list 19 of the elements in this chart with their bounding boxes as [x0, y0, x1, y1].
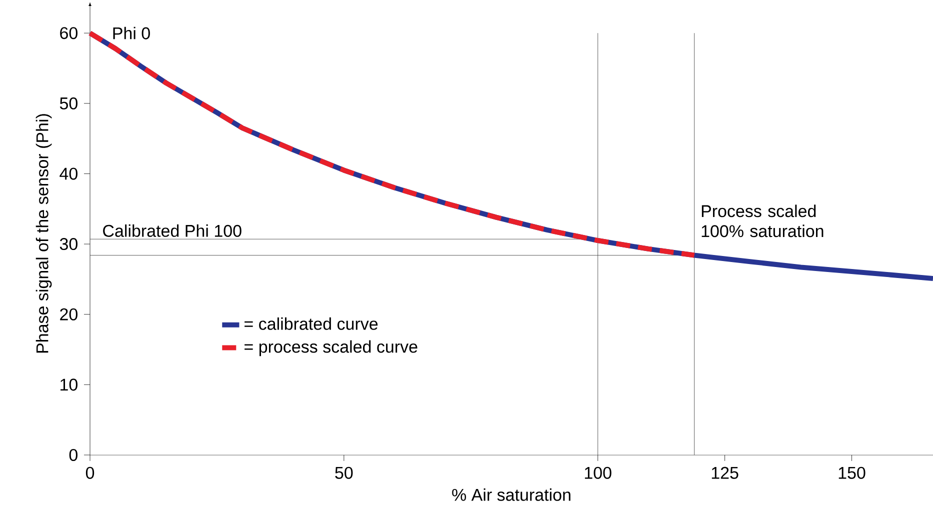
annotation: Phi 0: [113, 26, 150, 40]
y-tick-label: 30: [60, 238, 78, 250]
x-tick-label: 125: [712, 466, 738, 479]
ref-line-label: Process scaled 100% saturation: [702, 204, 824, 238]
x-tick-label: 50: [335, 466, 353, 479]
x-tick-label: 150: [838, 466, 866, 479]
y-tick-label: 0: [69, 448, 78, 462]
y-tick-label: 40: [60, 168, 78, 180]
ref-line-label: Calibrated Phi 100: [103, 224, 242, 237]
y-tick-label: 50: [60, 97, 78, 110]
y-tick-label: 10: [60, 378, 78, 391]
x-tick-label: 0: [86, 466, 94, 479]
legend-label: = calibrated curve: [244, 317, 378, 330]
legend-label: = process scaled curve: [244, 340, 418, 356]
y-axis-title: Phase signal of the sensor (Phi): [36, 114, 52, 353]
y-tick-label: 20: [60, 308, 78, 320]
x-axis-title: % Air saturation: [452, 488, 570, 501]
x-tick-label: 100: [584, 466, 612, 479]
y-tick-label: 60: [60, 27, 78, 40]
